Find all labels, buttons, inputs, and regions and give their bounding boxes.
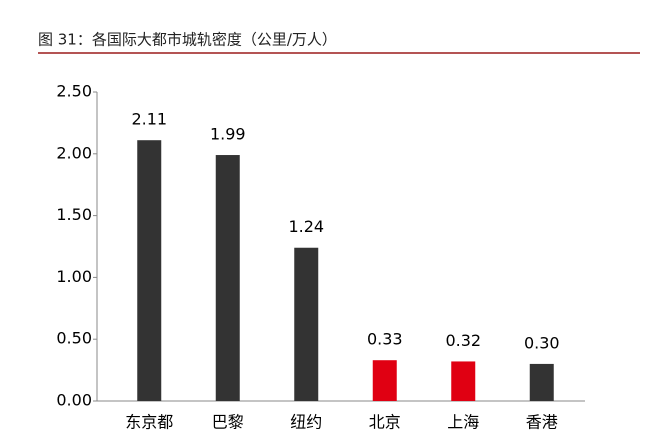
y-tick-label: 2.50 [56, 82, 92, 101]
bar [137, 140, 162, 402]
x-tick-label: 北京 [369, 413, 401, 432]
value-label: 1.99 [210, 125, 246, 144]
value-label: 0.33 [367, 330, 403, 349]
bar [215, 155, 240, 401]
bar [372, 360, 397, 401]
y-tick-label: 1.50 [56, 205, 92, 224]
y-tick-label: 0.00 [56, 391, 92, 410]
bar [451, 361, 476, 401]
x-tick-label: 上海 [447, 413, 479, 432]
y-tick-label: 0.50 [56, 329, 92, 348]
y-tick-label: 2.00 [56, 143, 92, 162]
x-tick-label: 香港 [526, 413, 558, 432]
value-label: 0.32 [445, 331, 481, 350]
value-label: 0.30 [524, 333, 560, 352]
x-tick-label: 东京都 [125, 413, 173, 432]
value-label: 2.11 [131, 110, 167, 129]
y-tick-label: 1.00 [56, 267, 92, 286]
bar [529, 363, 554, 401]
x-tick-label: 巴黎 [212, 413, 244, 432]
value-label: 1.24 [288, 217, 324, 236]
bar [294, 247, 319, 401]
x-tick-label: 纽约 [290, 413, 322, 432]
chart-title: 图 31：各国际大都市城轨密度（公里/万人） [38, 31, 337, 49]
